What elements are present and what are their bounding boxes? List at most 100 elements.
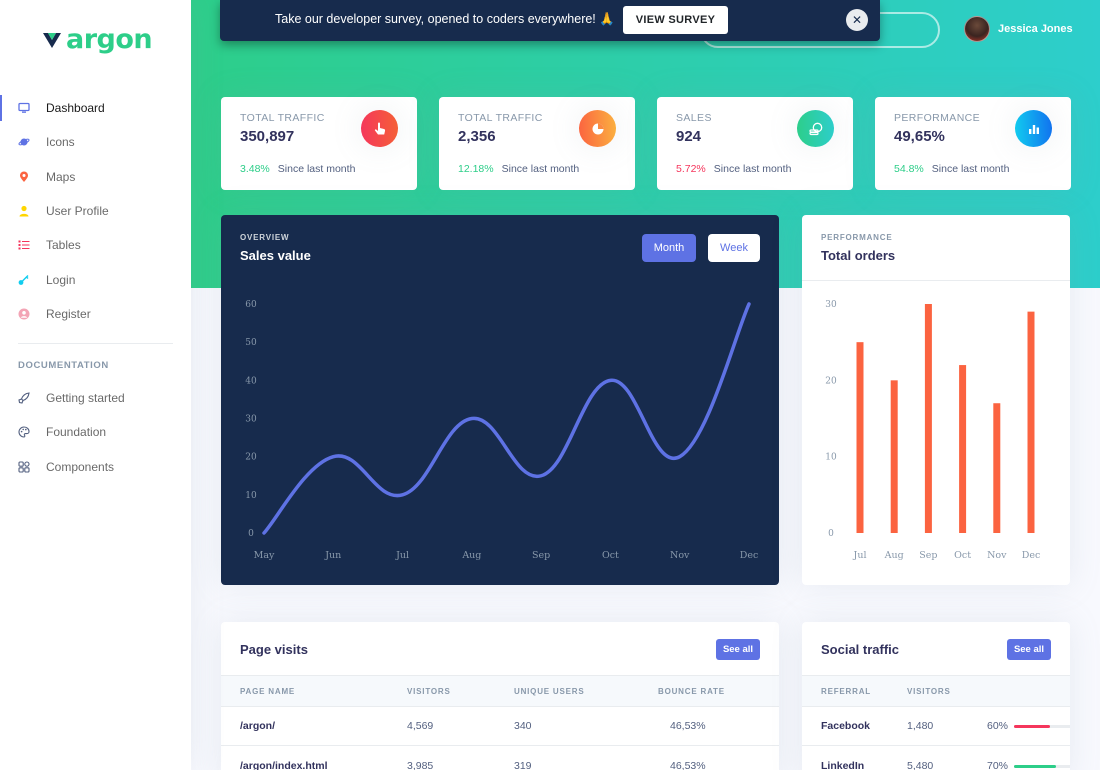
bounce-rate: 46,53% [670,720,706,732]
stat-title: TOTAL TRAFFIC [240,112,325,124]
survey-banner: Take our developer survey, opened to cod… [220,0,880,41]
user-menu[interactable]: Jessica Jones [964,16,1073,42]
stat-footer: 5.72% Since last month [676,163,791,175]
x-tick-label: Oct [954,550,971,561]
sidebar-item-label: Components [46,459,115,474]
stat-footer: 12.18% Since last month [458,163,579,175]
bar [959,365,967,533]
stat-value: 2,356 [458,128,496,145]
x-tick-label: Aug [461,550,481,561]
sidebar-item-login[interactable]: Login [0,262,191,296]
see-all-button[interactable]: See all [716,639,760,660]
money-coins-icon [797,110,834,147]
sidebar-item-maps[interactable]: Maps [0,160,191,194]
sidebar-item-label: Login [46,272,76,287]
page-visits-card: Page visits See all PAGE NAME VISITORS U… [221,622,779,770]
planet-icon [18,136,30,148]
card-overline: PERFORMANCE [821,233,893,242]
y-tick-label: 10 [245,491,257,501]
sidebar-item-icons[interactable]: Icons [0,125,191,159]
stat-value: 350,897 [240,128,295,145]
sidebar-item-user-profile[interactable]: User Profile [0,194,191,228]
card-divider [802,280,1070,281]
progress-fill [1014,765,1056,768]
sidebar-item-register[interactable]: Register [0,297,191,331]
sidebar-item-tables[interactable]: Tables [0,228,191,262]
column-header[interactable]: VISITORS [907,687,951,696]
percent: 60% [987,720,1009,732]
unique-users: 319 [514,760,532,770]
tab-month[interactable]: Month [642,234,696,262]
column-header[interactable]: BOUNCE RATE [658,687,725,696]
hand-pointer-icon [361,110,398,147]
referral-name: Facebook [821,720,871,732]
stat-footer: 54.8% Since last month [894,163,1009,175]
tab-week[interactable]: Week [708,234,760,262]
documentation-heading: DOCUMENTATION [18,360,109,371]
sidebar-item-label: Foundation [46,425,107,440]
y-tick-label: 30 [825,300,837,310]
x-tick-label: Sep [532,550,550,561]
y-tick-label: 10 [825,453,837,463]
stat-percent: 5.72% [676,163,706,175]
card-overline: OVERVIEW [240,233,290,242]
x-tick-label: Jul [395,550,409,561]
social-traffic-card: Social traffic See all REFERRAL VISITORS… [802,622,1070,770]
sidebar-item-components[interactable]: Components [0,450,191,484]
see-all-button[interactable]: See all [1007,639,1051,660]
progress-bar [1014,765,1070,768]
stat-title: PERFORMANCE [894,112,981,124]
key-icon [18,274,30,286]
avatar[interactable] [964,16,990,42]
stat-footer-text: Since last month [931,163,1010,175]
y-tick-label: 50 [245,338,257,348]
bar [890,380,898,533]
page-name: /argon/index.html [240,760,328,770]
close-icon[interactable]: ✕ [846,9,868,31]
stat-title: SALES [676,112,712,124]
visitors: 1,480 [907,720,934,732]
x-tick-label: Dec [1022,550,1041,561]
visitors: 5,480 [907,760,934,770]
x-tick-label: Jun [324,550,341,561]
sidebar-item-getting-started[interactable]: Getting started [0,381,191,415]
monitor-icon [18,102,30,114]
progress-fill [1014,725,1050,728]
user-icon [18,205,30,217]
y-tick-label: 60 [245,300,257,310]
brand-logo[interactable]: argon [42,24,153,56]
bullet-list-icon [18,239,30,251]
ui-blocks-icon [18,461,30,473]
brand-name: argon [66,24,153,55]
column-header[interactable]: UNIQUE USERS [514,687,585,696]
stat-percent: 54.8% [894,163,924,175]
x-tick-label: Oct [602,550,619,561]
unique-users: 340 [514,720,532,732]
sidebar-divider [18,343,173,344]
bounce-rate: 46,53% [670,760,706,770]
sales-line-chart: 0 10 20 30 40 50 60 May Jun Jul Aug Sep Oct Nov Dec [245,300,758,561]
banner-text: Take our developer survey, opened to cod… [275,12,615,26]
x-tick-label: Jul [853,550,867,561]
view-survey-button[interactable]: VIEW SURVEY [623,6,728,34]
visitors: 4,569 [407,720,434,732]
table-header: REFERRAL VISITORS [802,675,1070,707]
stat-value: 924 [676,128,702,145]
sidebar-nav: Dashboard Icons Maps User Profile Tables [0,91,191,331]
x-tick-label: Nov [670,550,690,561]
sidebar-item-label: Register [46,306,91,321]
pin-icon [18,171,30,183]
sidebar-item-dashboard[interactable]: Dashboard [0,91,191,125]
column-header[interactable]: REFERRAL [821,687,871,696]
sidebar-item-foundation[interactable]: Foundation [0,415,191,449]
stat-card-total-traffic-2: TOTAL TRAFFIC 2,356 12.18% Since last mon… [439,97,635,190]
table-row: /argon/index.html 3,985 319 46,53% [221,747,779,770]
visitors: 3,985 [407,760,434,770]
table-header: PAGE NAME VISITORS UNIQUE USERS BOUNCE R… [221,675,779,707]
stat-footer-text: Since last month [713,163,792,175]
column-header[interactable]: PAGE NAME [240,687,296,696]
column-header[interactable]: VISITORS [407,687,451,696]
y-tick-label: 0 [248,529,254,539]
sidebar-item-label: Dashboard [46,101,105,116]
circle-user-icon [18,308,30,320]
